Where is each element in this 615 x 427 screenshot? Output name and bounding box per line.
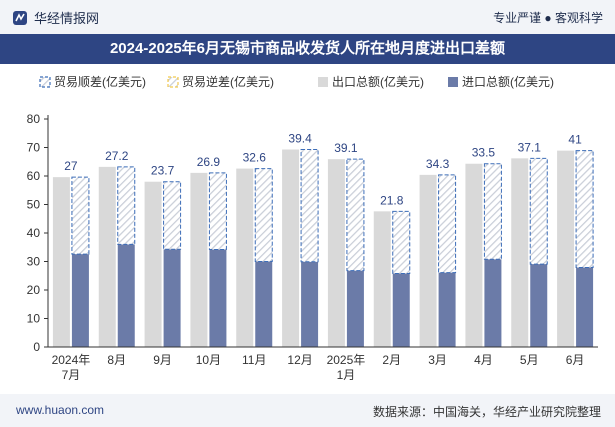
export-total-bar: [557, 150, 575, 347]
data-label: 27: [64, 159, 78, 173]
x-tick-label: 10月: [196, 353, 221, 367]
data-label: 32.6: [243, 151, 267, 165]
x-tick-label: 12月: [287, 353, 312, 367]
import-total-bar: [392, 273, 410, 347]
x-tick-label: 3月: [428, 353, 447, 367]
brand-name: 华经情报网: [34, 11, 100, 26]
import-total-bar: [530, 264, 548, 347]
legend-item-3: 进口总额(亿美元): [448, 74, 554, 89]
import-total-bar: [346, 270, 364, 347]
x-axis: 2024年 7月 8月 9月 10月 11月 12月 2025年 1月 2月 3月 4月 5月 6月: [48, 346, 598, 382]
import-total-bar: [301, 261, 319, 347]
import-total-bar: [163, 249, 181, 347]
data-source: 数据来源：中国海关，华经产业研究院整理: [372, 405, 601, 419]
legend-item-2: 出口总额(亿美元): [318, 74, 424, 89]
huajing-logo-icon: [13, 10, 27, 25]
legend-label: 出口总额(亿美元): [332, 74, 424, 89]
x-tick-label: 11月: [242, 353, 266, 367]
export-total-bar: [465, 163, 483, 347]
tagline: 专业严谨 ● 客观科学: [493, 11, 603, 25]
trade-surplus-bar: [392, 210, 411, 274]
y-tick-label: 60: [27, 169, 41, 183]
x-tick-label: 9月: [153, 353, 172, 367]
x-tick-label: 4月: [474, 353, 493, 367]
export-total-bar: [236, 168, 254, 347]
data-label: 23.7: [151, 164, 175, 178]
y-tick-label: 10: [27, 312, 41, 326]
import-total-bar: [255, 261, 273, 347]
data-label: 39.4: [288, 131, 312, 145]
export-total-bar: [190, 172, 208, 347]
export-total-bar: [419, 174, 437, 347]
y-tick-label: 0: [33, 340, 40, 354]
trade-surplus-bar: [208, 172, 227, 251]
y-tick-label: 20: [27, 283, 41, 297]
export-total-bar: [327, 159, 345, 347]
import-total-bar: [209, 249, 227, 347]
trade-surplus-bar: [438, 174, 457, 274]
x-tick-label: 5月: [520, 353, 539, 367]
legend-label: 贸易顺差(亿美元): [54, 74, 146, 89]
data-label: 26.9: [197, 155, 221, 169]
legend: 贸易顺差(亿美元) 贸易逆差(亿美元) 出口总额(亿美元) 进口总额(亿美元): [39, 74, 554, 89]
x-tick-label: 2025年 1月: [327, 353, 366, 382]
x-tick-label: 8月: [107, 353, 126, 367]
export-total-bar: [373, 211, 391, 347]
legend-label: 贸易逆差(亿美元): [182, 74, 274, 89]
website-link[interactable]: www.huaon.com: [16, 403, 105, 417]
data-label: 27.2: [105, 149, 129, 163]
trade-surplus-bar: [300, 148, 319, 263]
bars: 27 27.2 23.7 26.9 32.6 39.4 39.1 21.8 34.3 33.5 37…: [52, 131, 594, 347]
x-tick-label: 6月: [566, 353, 585, 367]
trade-surplus-bar: [117, 166, 136, 245]
trade-surplus-bar: [71, 176, 90, 255]
y-tick-label: 70: [27, 141, 41, 155]
trade-surplus-bar: [163, 181, 182, 250]
data-label: 33.5: [472, 146, 496, 160]
bottom-bar: www.huaon.com 数据来源：中国海关，华经产业研究院整理: [0, 394, 615, 427]
y-tick-label: 80: [27, 112, 41, 126]
brand: 华经情报网: [12, 8, 99, 27]
legend-swatch: [448, 77, 458, 87]
x-tick-label: 2024年 7月: [52, 353, 91, 382]
data-label: 37.1: [518, 140, 542, 154]
y-tick-label: 50: [27, 198, 41, 212]
y-tick-label: 40: [27, 226, 41, 240]
trade-surplus-bar: [483, 163, 502, 260]
legend-item-1: 贸易逆差(亿美元): [167, 74, 274, 89]
legend-swatch: [167, 76, 179, 88]
trade-surplus-bar: [529, 157, 548, 265]
legend-label: 进口总额(亿美元): [462, 74, 554, 89]
chart-area: 贸易顺差(亿美元) 贸易逆差(亿美元) 出口总额(亿美元) 进口总额(亿美元) 0 10…: [0, 64, 615, 394]
data-label: 34.3: [426, 157, 450, 171]
export-total-bar: [511, 158, 529, 347]
data-label: 41: [568, 133, 582, 147]
trade-balance-chart: 贸易顺差(亿美元) 贸易逆差(亿美元) 出口总额(亿美元) 进口总额(亿美元) 0 10…: [27, 74, 598, 382]
import-total-bar: [117, 244, 135, 347]
import-total-bar: [484, 259, 502, 347]
top-bar: 华经情报网 专业严谨 ● 客观科学: [0, 0, 615, 34]
import-total-bar: [576, 267, 594, 347]
trade-surplus-bar: [346, 158, 365, 272]
trade-surplus-bar: [575, 150, 594, 268]
y-tick-label: 30: [27, 255, 41, 269]
data-label: 39.1: [334, 141, 358, 155]
legend-item-0: 贸易顺差(亿美元): [39, 74, 146, 89]
legend-swatch: [318, 77, 328, 87]
y-axis: 0 10 20 30 40 50 60 70 80: [27, 112, 49, 354]
export-total-bar: [282, 149, 300, 347]
import-total-bar: [438, 272, 456, 347]
export-total-bar: [98, 166, 116, 347]
legend-swatch: [39, 76, 51, 88]
data-label: 21.8: [380, 193, 404, 207]
export-total-bar: [144, 181, 162, 347]
import-total-bar: [71, 254, 89, 347]
chart-title: 2024-2025年6月无锡市商品收发货人所在地月度进出口差额: [0, 34, 615, 64]
x-tick-label: 2月: [382, 353, 401, 367]
trade-surplus-bar: [254, 168, 273, 262]
export-total-bar: [52, 177, 70, 347]
